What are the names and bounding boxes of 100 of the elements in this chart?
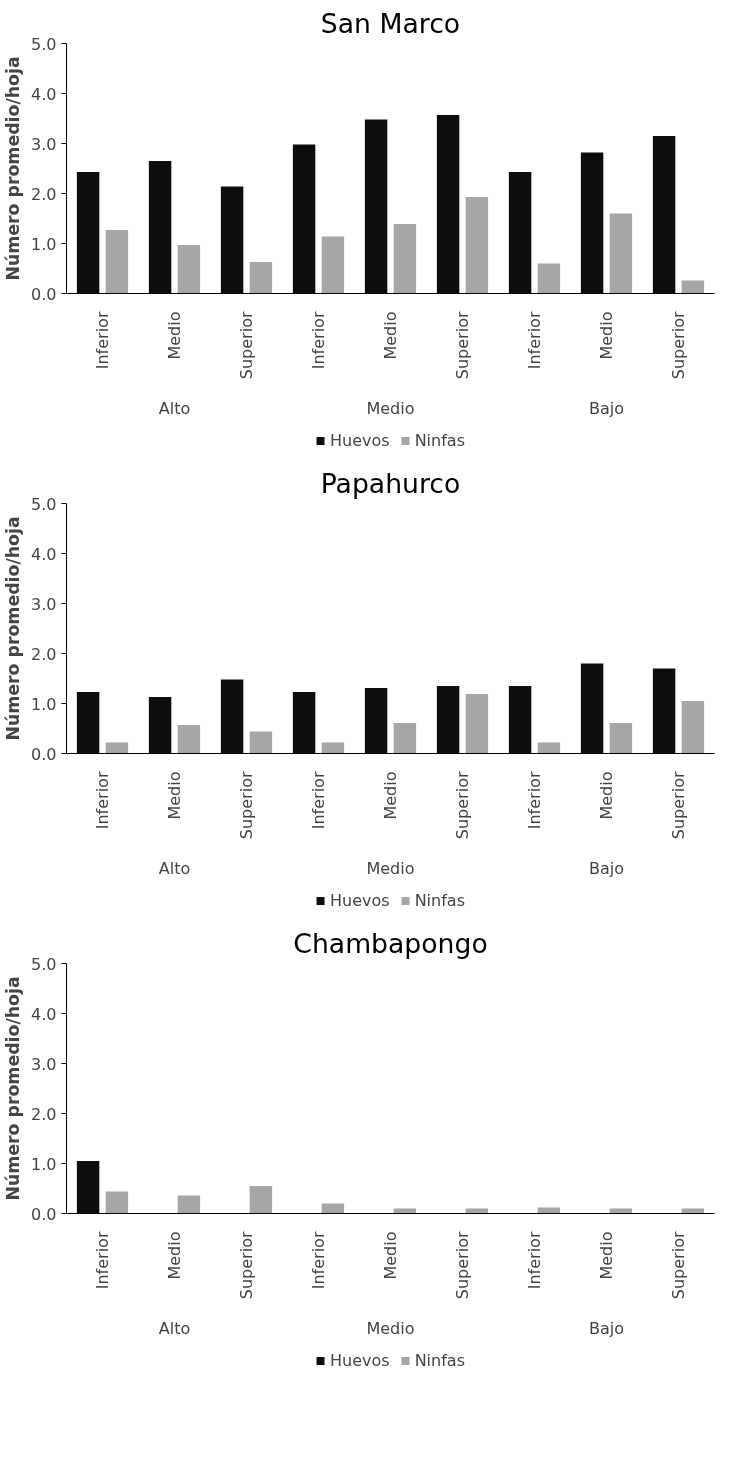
- bar: [465, 694, 489, 754]
- x-tick-label: Superior: [237, 1231, 256, 1300]
- bar: [393, 224, 417, 294]
- bar: [393, 723, 417, 754]
- text: Medio: [366, 398, 415, 418]
- x-tick-label: Medio: [597, 1231, 616, 1280]
- y-axis-title: Número promedio/hoja: [3, 976, 24, 1201]
- x-tick-label: Superior: [669, 311, 688, 380]
- bar: [249, 262, 273, 294]
- bar: [177, 1195, 201, 1214]
- legend-label: Huevos: [330, 890, 390, 910]
- x-tick-label: Superior: [669, 1231, 688, 1300]
- y-tick-label: 3.0: [31, 1054, 57, 1074]
- y-tick-label: 0.0: [31, 284, 57, 304]
- bar: [681, 701, 705, 754]
- y-tick-label: 1.0: [31, 234, 57, 254]
- bar: [508, 172, 532, 294]
- bar: [249, 1186, 273, 1214]
- bar: [76, 692, 100, 754]
- bar: [580, 663, 604, 754]
- text: Medio: [366, 858, 415, 878]
- x-tick-label: Superior: [237, 311, 256, 380]
- text: Alto: [158, 1318, 191, 1338]
- x-tick-label: Medio: [165, 771, 184, 820]
- bar: [609, 213, 633, 294]
- y-tick-label: 3.0: [31, 594, 57, 614]
- x-tick-label: Inferior: [309, 311, 328, 370]
- bar: [580, 152, 604, 294]
- bar: [76, 172, 100, 294]
- bar: [220, 679, 244, 754]
- chart-title: San Marco: [320, 7, 461, 39]
- bar: [249, 731, 273, 754]
- bar: [321, 236, 345, 294]
- y-tick-label: 5.0: [31, 494, 57, 514]
- chart-title: Chambapongo: [293, 927, 488, 959]
- legend-label: Ninfas: [414, 890, 465, 910]
- chart-title: Papahurco: [320, 467, 461, 499]
- bar: [220, 186, 244, 294]
- y-tick-label: 2.0: [31, 644, 57, 664]
- bar: [105, 1191, 129, 1214]
- y-tick-label: 2.0: [31, 184, 57, 204]
- y-tick-label: 4.0: [31, 544, 57, 564]
- x-tick-label: Inferior: [309, 771, 328, 830]
- x-tick-label: Superior: [237, 771, 256, 840]
- x-tick-label: Medio: [165, 1231, 184, 1280]
- text: Bajo: [588, 1318, 625, 1338]
- bar: [148, 697, 172, 754]
- bar: [436, 686, 460, 754]
- bar: [537, 263, 561, 294]
- text: Bajo: [588, 398, 625, 418]
- bar: [652, 136, 676, 294]
- x-tick-label: Superior: [453, 1231, 472, 1300]
- x-tick-label: Inferior: [93, 771, 112, 830]
- text: Alto: [158, 398, 191, 418]
- x-tick-label: Superior: [669, 771, 688, 840]
- text: Medio: [366, 1318, 415, 1338]
- bar: [292, 692, 316, 754]
- y-axis-title: Número promedio/hoja: [3, 516, 24, 741]
- legend-label: Huevos: [330, 1350, 390, 1370]
- bar: [609, 723, 633, 754]
- bar: [465, 197, 489, 294]
- x-tick-label: Inferior: [309, 1231, 328, 1290]
- x-tick-label: Inferior: [525, 311, 544, 370]
- x-tick-label: Inferior: [525, 771, 544, 830]
- x-tick-label: Inferior: [525, 1231, 544, 1290]
- y-tick-label: 4.0: [31, 1004, 57, 1024]
- x-tick-label: Medio: [381, 311, 400, 360]
- bar: [76, 1161, 100, 1214]
- x-tick-label: Medio: [381, 771, 400, 820]
- bar: [105, 230, 129, 294]
- legend-label: Ninfas: [414, 1350, 465, 1370]
- legend-label: Ninfas: [414, 430, 465, 450]
- y-axis-title: Número promedio/hoja: [3, 56, 24, 281]
- bar: [148, 161, 172, 294]
- x-tick-label: Medio: [381, 1231, 400, 1280]
- y-tick-label: 0.0: [31, 744, 57, 764]
- y-tick-label: 5.0: [31, 34, 57, 54]
- bar: [364, 688, 388, 754]
- x-tick-label: Inferior: [93, 311, 112, 370]
- bar: [177, 245, 201, 294]
- x-tick-label: Medio: [165, 311, 184, 360]
- y-tick-label: 0.0: [31, 1204, 57, 1224]
- y-tick-label: 1.0: [31, 694, 57, 714]
- y-tick-label: 4.0: [31, 84, 57, 104]
- bar: [436, 115, 460, 294]
- x-tick-label: Inferior: [93, 1231, 112, 1290]
- bar: [508, 686, 532, 754]
- x-tick-label: Superior: [453, 311, 472, 380]
- bar: [364, 119, 388, 294]
- x-tick-label: Superior: [453, 771, 472, 840]
- x-tick-label: Medio: [597, 771, 616, 820]
- bar: [292, 144, 316, 294]
- text: Bajo: [588, 858, 625, 878]
- legend-label: Huevos: [330, 430, 390, 450]
- y-tick-label: 3.0: [31, 134, 57, 154]
- bar: [681, 280, 705, 294]
- y-tick-label: 1.0: [31, 1154, 57, 1174]
- bar: [177, 725, 201, 754]
- bar: [652, 668, 676, 754]
- y-tick-label: 5.0: [31, 954, 57, 974]
